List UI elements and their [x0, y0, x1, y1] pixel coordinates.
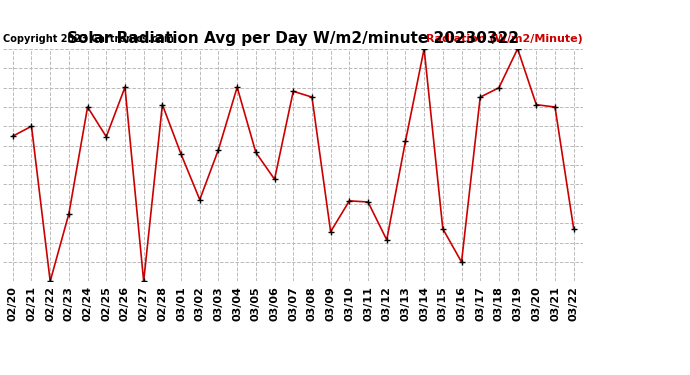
- Title: Solar Radiation Avg per Day W/m2/minute 20230322: Solar Radiation Avg per Day W/m2/minute …: [67, 31, 520, 46]
- Text: Radiation (W/m2/Minute): Radiation (W/m2/Minute): [426, 34, 583, 44]
- Text: Copyright 2023 Cartronics.com: Copyright 2023 Cartronics.com: [3, 34, 175, 44]
